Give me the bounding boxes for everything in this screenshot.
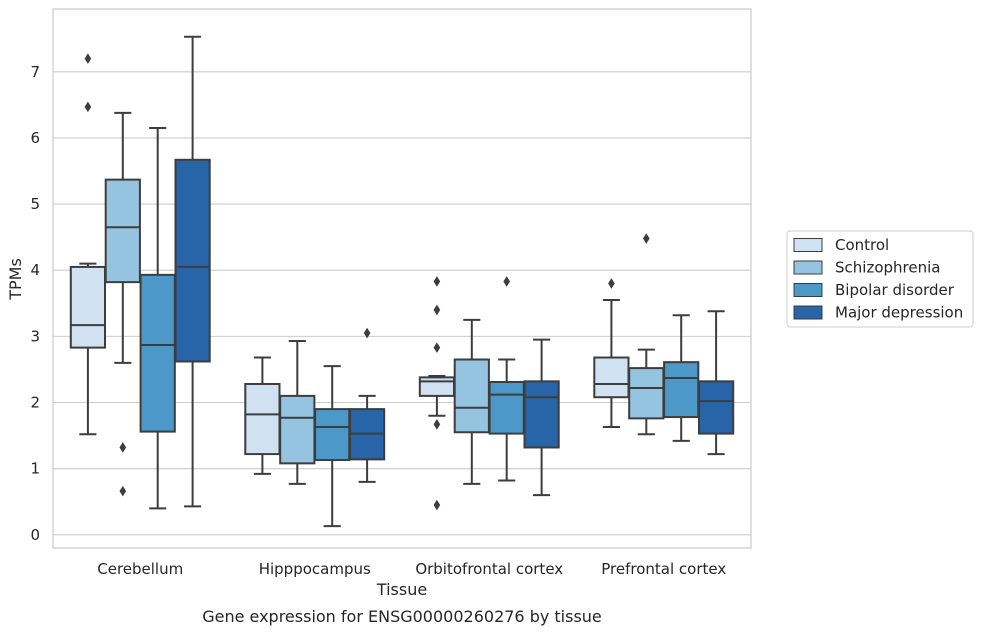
iqr-box xyxy=(69,265,107,349)
outlier-marker xyxy=(642,233,650,244)
iqr-box xyxy=(418,376,456,397)
y-tick-label: 2 xyxy=(30,394,40,412)
x-tick-label: Orbitofrontal cortex xyxy=(415,560,563,578)
y-tick-label: 4 xyxy=(30,261,40,279)
box-major-depression xyxy=(523,338,560,497)
box-schizophrenia xyxy=(279,339,316,485)
legend-frame xyxy=(786,230,974,328)
outlier-marker xyxy=(433,304,441,316)
box-major-depression xyxy=(174,35,211,508)
iqr-box xyxy=(628,367,665,420)
x-tick-labels: Cerebellum Hipppocampus Orbitofrontal cort… xyxy=(97,560,726,578)
outlier-marker xyxy=(119,442,127,453)
outlier-marker xyxy=(433,499,441,511)
y-tick-label: 5 xyxy=(30,195,40,213)
box-major-depression xyxy=(697,310,735,456)
iqr-box xyxy=(523,380,560,449)
iqr-box xyxy=(104,178,141,284)
outlier-marker xyxy=(433,342,441,353)
box-control xyxy=(418,276,456,511)
y-tick-label: 3 xyxy=(30,327,40,345)
legend-swatch xyxy=(793,238,823,252)
box-schizophrenia xyxy=(628,233,665,436)
outlier-marker xyxy=(363,327,371,339)
x-tick-label: Prefrontal cortex xyxy=(601,560,726,578)
legend-swatch xyxy=(793,260,823,275)
outlier-marker xyxy=(119,485,127,497)
outlier-marker xyxy=(84,53,92,64)
legend: Control Schizophrenia Bipolar disorder Majo… xyxy=(786,230,974,328)
y-tick-label: 1 xyxy=(30,460,40,478)
iqr-box xyxy=(279,394,316,465)
box-bipolar-disorder xyxy=(139,127,176,510)
legend-label: Schizophrenia xyxy=(835,259,940,277)
iqr-box xyxy=(314,408,351,462)
y-tick-labels: 0 1 2 3 4 5 6 7 xyxy=(30,63,40,544)
y-axis-title: TPMs xyxy=(6,258,25,301)
legend-label: Bipolar disorder xyxy=(835,281,955,299)
iqr-box xyxy=(174,158,211,363)
y-tick-label: 0 xyxy=(30,526,40,544)
x-tick-label: Hipppocampus xyxy=(259,560,371,578)
iqr-box xyxy=(697,380,735,435)
legend-label: Major depression xyxy=(835,304,963,322)
iqr-box xyxy=(244,382,281,456)
legend-swatch xyxy=(793,305,823,320)
box-schizophrenia xyxy=(104,111,141,497)
iqr-box xyxy=(453,358,490,434)
box-control xyxy=(69,53,107,436)
legend-label: Control xyxy=(835,236,889,254)
outlier-marker xyxy=(503,276,511,287)
x-axis-title: Tissue xyxy=(376,580,427,599)
figure-caption: Gene expression for ENSG00000260276 by t… xyxy=(202,607,602,626)
box-control xyxy=(593,278,630,428)
iqr-box xyxy=(593,356,630,399)
boxes xyxy=(69,35,735,528)
x-tick-label: Cerebellum xyxy=(97,560,183,578)
box-bipolar-disorder xyxy=(314,365,351,528)
y-tick-label: 6 xyxy=(30,129,40,147)
box-control xyxy=(244,356,281,475)
outlier-marker xyxy=(84,101,92,113)
box-schizophrenia xyxy=(453,318,490,485)
outlier-marker xyxy=(433,276,441,287)
outlier-marker xyxy=(608,278,615,289)
y-tick-label: 7 xyxy=(30,63,40,81)
legend-swatch xyxy=(793,283,823,297)
plot-area xyxy=(52,8,752,549)
box-bipolar-disorder xyxy=(488,276,525,482)
outlier-marker xyxy=(433,419,441,430)
legend-items: Control Schizophrenia Bipolar disorder Majo… xyxy=(793,236,963,322)
iqr-box xyxy=(139,273,176,433)
box-bipolar-disorder xyxy=(663,314,700,442)
box-major-depression xyxy=(348,327,386,483)
iqr-box xyxy=(488,381,525,435)
iqr-box xyxy=(663,361,700,419)
